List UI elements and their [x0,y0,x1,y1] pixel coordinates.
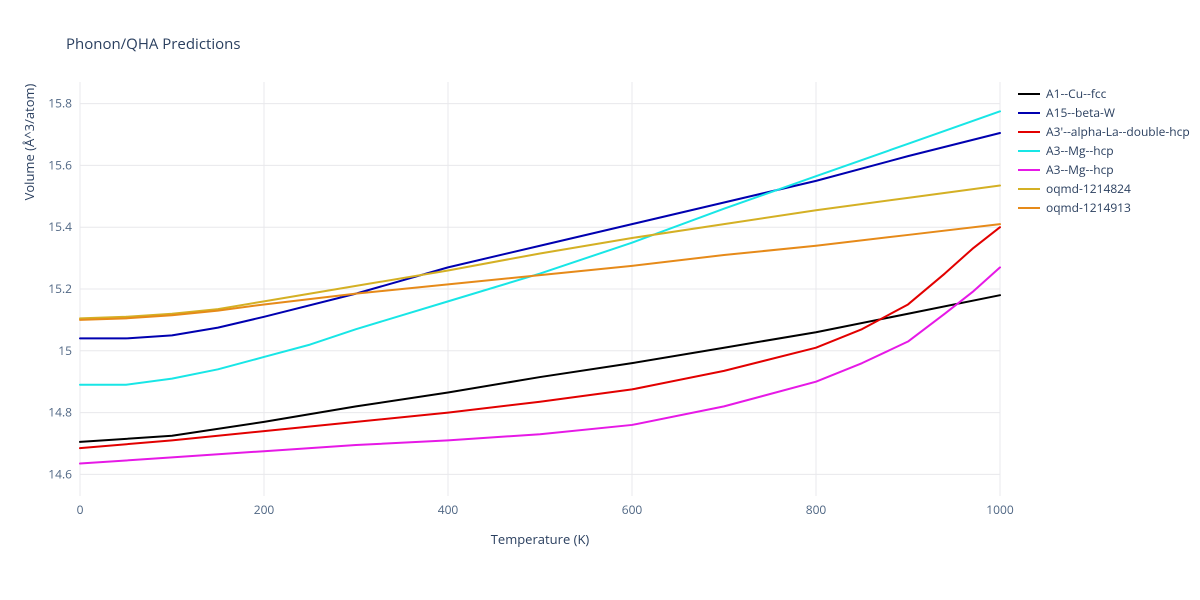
legend-item[interactable]: A15--beta-W [1018,103,1190,122]
x-axis-label: Temperature (K) [80,530,1000,548]
x-tick-label: 1000 [986,501,1014,518]
legend-swatch [1018,169,1040,171]
legend-label: A3--Mg--hcp [1046,161,1114,178]
x-tick-label: 800 [806,501,827,518]
legend-label: A3--Mg--hcp [1046,142,1114,159]
y-tick-label: 14.6 [48,465,72,482]
legend-label: A3'--alpha-La--double-hcp [1046,123,1190,140]
legend-swatch [1018,112,1040,114]
legend-label: oqmd-1214824 [1046,180,1131,197]
y-tick-label: 15.4 [48,218,72,235]
legend-item[interactable]: oqmd-1214913 [1018,198,1190,217]
y-tick-label: 15.2 [48,280,72,297]
x-tick-label: 400 [438,501,459,518]
y-tick-label: 15.6 [48,156,72,173]
legend-item[interactable]: A3--Mg--hcp [1018,141,1190,160]
legend: A1--Cu--fcc A15--beta-W A3'--alpha-La--dou… [1018,84,1190,217]
legend-swatch [1018,131,1040,133]
legend-swatch [1018,207,1040,209]
legend-label: A1--Cu--fcc [1046,85,1106,102]
y-tick-label: 15 [58,342,72,359]
y-tick-label: 14.8 [48,404,72,421]
legend-item[interactable]: oqmd-1214824 [1018,179,1190,198]
x-tick-label: 0 [77,501,84,518]
legend-swatch [1018,188,1040,190]
legend-swatch [1018,93,1040,95]
legend-label: oqmd-1214913 [1046,199,1131,216]
chart-container: Phonon/QHA Predictions 02004006008001000… [0,0,1200,600]
y-axis-label: Volume (Å^3/atom) [20,0,38,349]
x-tick-label: 600 [622,501,643,518]
y-tick-label: 15.8 [48,95,72,112]
legend-swatch [1018,150,1040,152]
legend-label: A15--beta-W [1046,104,1115,121]
legend-item[interactable]: A3--Mg--hcp [1018,160,1190,179]
x-tick-label: 200 [254,501,275,518]
legend-item[interactable]: A1--Cu--fcc [1018,84,1190,103]
legend-item[interactable]: A3'--alpha-La--double-hcp [1018,122,1190,141]
